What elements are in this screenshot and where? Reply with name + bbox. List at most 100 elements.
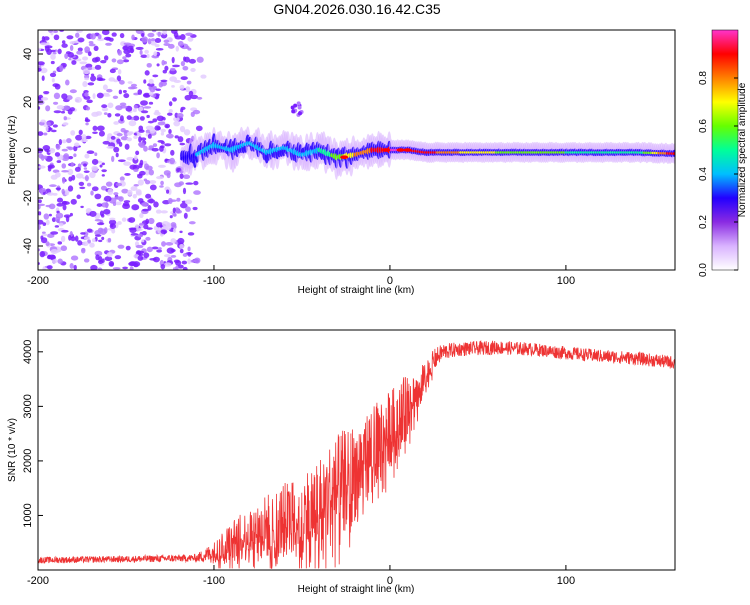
noise-speckle (42, 266, 46, 270)
snr-xlabel: Height of straight line (km) (298, 584, 415, 595)
noise-speckle (109, 262, 114, 267)
noise-speckle (179, 84, 185, 90)
noise-speckle (84, 153, 90, 159)
noise-speckle (177, 40, 184, 47)
noise-speckle (165, 242, 174, 246)
noise-speckle (65, 215, 70, 223)
noise-speckle (171, 56, 175, 64)
noise-speckle (67, 168, 74, 176)
noise-speckle (40, 119, 46, 123)
noise-speckle (112, 267, 121, 270)
noise-speckle (90, 75, 97, 82)
noise-speckle (121, 188, 129, 194)
noise-speckle (157, 121, 166, 126)
noise-speckle (153, 201, 159, 208)
noise-speckle (78, 129, 83, 136)
noise-speckle (70, 162, 74, 167)
noise-speckle (164, 65, 169, 71)
noise-speckle (52, 192, 58, 196)
noise-speckle (58, 139, 63, 146)
noise-speckle (156, 63, 160, 67)
noise-speckle (179, 142, 186, 146)
noise-speckle (40, 97, 49, 101)
noise-speckle (49, 148, 56, 152)
noise-speckle (169, 67, 176, 72)
noise-speckle (116, 75, 122, 82)
noise-speckle (106, 145, 115, 149)
noise-speckle (61, 93, 68, 100)
noise-speckle (91, 158, 99, 165)
noise-speckle (170, 238, 177, 244)
noise-speckle (56, 197, 64, 203)
snr-xtick-label: -200 (27, 575, 49, 587)
noise-speckle (61, 139, 67, 144)
noise-speckle (193, 180, 199, 186)
noise-speckle (66, 35, 74, 40)
noise-speckle (56, 105, 65, 110)
noise-speckle (163, 170, 171, 176)
noise-speckle (122, 89, 127, 93)
spectrogram-ytick-label: -20 (22, 190, 34, 206)
noise-speckle (97, 227, 104, 233)
noise-speckle (152, 118, 158, 123)
noise-speckle (85, 135, 92, 140)
noise-speckle (48, 30, 54, 33)
noise-speckle (148, 217, 155, 225)
noise-speckle (182, 187, 187, 195)
noise-speckle (139, 49, 143, 56)
noise-speckle (94, 152, 98, 157)
noise-speckle (140, 110, 149, 114)
noise-speckle (119, 102, 127, 106)
noise-speckle (173, 116, 180, 122)
noise-speckle (179, 243, 185, 249)
noise-speckle (61, 188, 65, 195)
noise-speckle (115, 105, 123, 111)
noise-speckle (82, 81, 88, 88)
noise-speckle (179, 125, 186, 133)
noise-speckle (92, 131, 98, 134)
noise-speckle (57, 48, 62, 55)
noise-speckle (173, 213, 177, 217)
noise-speckle (178, 181, 185, 186)
noise-speckle (120, 41, 126, 47)
noise-speckle (111, 228, 116, 234)
noise-speckle (122, 56, 127, 60)
noise-speckle (83, 258, 90, 263)
noise-speckle (45, 126, 49, 132)
noise-speckle (187, 232, 195, 236)
noise-speckle (135, 150, 140, 156)
noise-speckle (138, 253, 144, 256)
snr-ylabel: SNR (10 * v/v) (7, 418, 18, 482)
noise-speckle (82, 56, 89, 61)
snr-axes: -200 -100 0 100 1000 2000 3000 4000 (22, 340, 575, 587)
noise-speckle (141, 32, 145, 37)
noise-speckle (97, 34, 102, 40)
spectrogram-xlabel: Height of straight line (km) (298, 285, 415, 296)
noise-speckle (76, 50, 83, 55)
noise-speckle (106, 88, 113, 93)
noise-speckle (145, 218, 149, 225)
signal-peak (340, 155, 349, 159)
noise-speckle (57, 241, 63, 245)
noise-speckle (135, 30, 143, 34)
noise-speckle (147, 38, 152, 45)
noise-speckle (60, 235, 66, 243)
noise-speckle (170, 254, 177, 258)
noise-speckle (84, 174, 89, 182)
noise-speckle (42, 145, 51, 151)
noise-speckle (179, 173, 184, 179)
signal-peak (396, 148, 405, 152)
noise-speckle (95, 254, 100, 261)
noise-speckle (137, 179, 144, 186)
noise-speckle (155, 88, 161, 91)
noise-speckle (103, 55, 109, 61)
noise-speckle (41, 231, 46, 235)
noise-speckle (83, 163, 87, 167)
noise-speckle (152, 143, 158, 148)
noise-speckle (75, 134, 83, 141)
noise-speckle (54, 83, 61, 90)
noise-speckle (42, 222, 47, 227)
noise-speckle (46, 265, 53, 270)
spectrogram-plot-area (38, 30, 675, 270)
